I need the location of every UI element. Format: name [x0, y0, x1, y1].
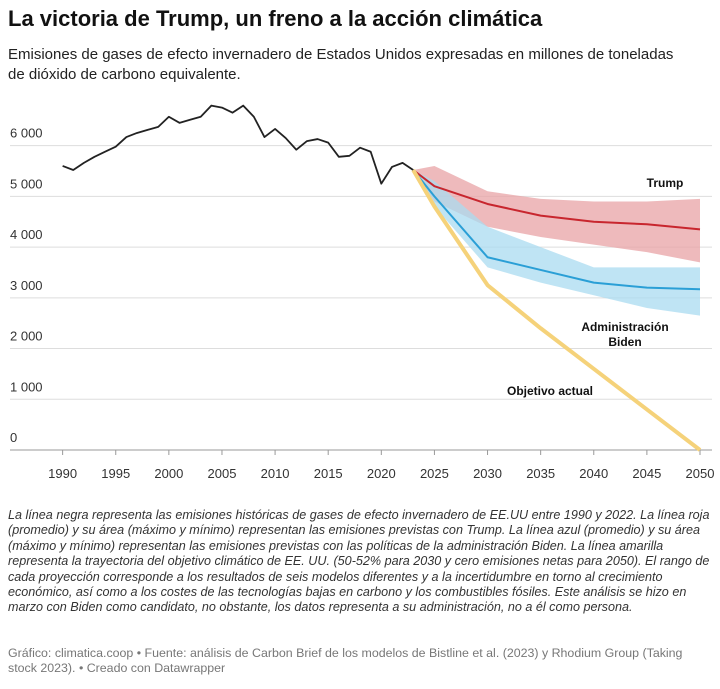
- x-tick-label: 2005: [208, 466, 237, 481]
- x-tick-label: 2035: [526, 466, 555, 481]
- x-tick-label: 2045: [632, 466, 661, 481]
- y-tick-label: 4 000: [10, 227, 43, 242]
- x-tick-label: 2025: [420, 466, 449, 481]
- range-band: [413, 170, 700, 316]
- chart-subtitle: Emisiones de gases de efecto invernadero…: [8, 46, 674, 83]
- y-tick-label: 1 000: [10, 379, 43, 394]
- notes: La línea negra representa las emisiones …: [8, 508, 710, 615]
- y-tick-label: 3 000: [10, 278, 43, 293]
- chart: 0 1 000 2 000 3 000 4 000 5 000 6 000 1990 1995 2…: [10, 104, 715, 481]
- series-line: [412, 169, 701, 291]
- x-tick-label: 2000: [154, 466, 183, 481]
- x-tick-label: 1990: [48, 466, 77, 481]
- y-tick-label: 2 000: [10, 329, 43, 344]
- series-label: Administración Biden: [581, 320, 669, 349]
- x-tick-label: 2010: [261, 466, 290, 481]
- series-line: [62, 104, 414, 185]
- x-tick-label: 2020: [367, 466, 396, 481]
- series-label: Trump: [646, 176, 684, 190]
- range-band: [413, 165, 700, 263]
- series-line: [412, 169, 701, 231]
- x-tick-label: 2040: [579, 466, 608, 481]
- x-tick-label: 2015: [314, 466, 343, 481]
- chart-title: La victoria de Trump, un freno a la acci…: [8, 6, 543, 31]
- x-tick-label: 1995: [101, 466, 130, 481]
- x-tick-label: 2030: [473, 466, 502, 481]
- source: Gráfico: climatica.coop • Fuente: anális…: [8, 646, 683, 676]
- series-label: Objetivo actual: [506, 384, 594, 398]
- y-tick-label: 6 000: [10, 126, 43, 141]
- y-tick-label: 0: [10, 430, 17, 445]
- y-tick-label: 5 000: [10, 176, 43, 191]
- series-line: [411, 168, 702, 452]
- x-tick-label: 2050: [686, 466, 715, 481]
